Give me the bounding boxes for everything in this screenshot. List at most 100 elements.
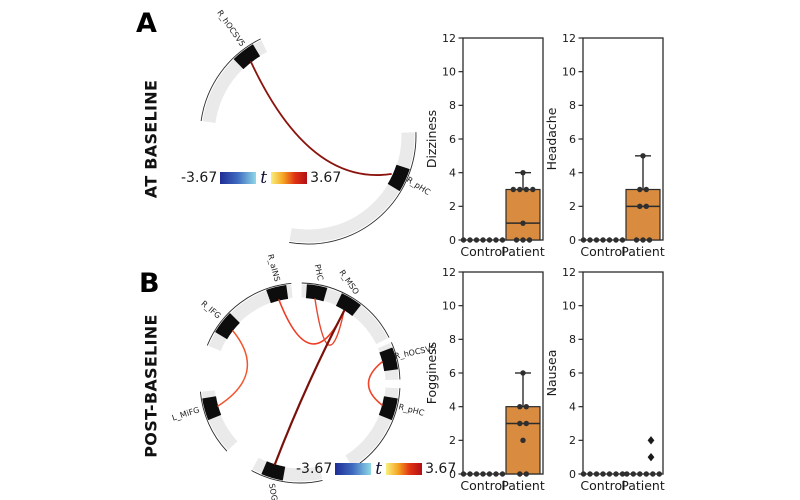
region-node [233,44,261,70]
data-point [473,237,480,243]
y-tick-label: 8 [569,99,576,112]
region-label: L_MiFG [171,405,201,422]
colorbar-positive-gradient [271,172,308,184]
data-point [640,153,646,159]
y-tick-label: 2 [449,434,456,447]
ring-outline [206,282,292,346]
data-point [606,471,613,477]
colorbar-negative-gradient [220,172,257,184]
region-node [378,396,398,421]
chart-headache: 0 2 4 6 8 10 12 Headache Control Patient [543,28,683,272]
y-tick-label: 4 [449,400,456,413]
chart-nausea: 0 2 4 6 8 10 12 Nausea Control Patient [543,262,683,500]
patient-bar [625,188,661,241]
colorbar-min-label: -3.67 [296,461,333,477]
data-point [600,237,606,243]
y-tick-label: 4 [569,400,576,413]
data-point [526,237,533,243]
region-node [266,284,289,304]
data-point [530,186,536,193]
data-point [517,186,523,193]
data-point [517,471,523,477]
data-point [486,471,493,477]
y-tick-label: 6 [569,367,576,380]
data-point [520,237,526,243]
region-node [215,312,240,340]
data-point [467,237,473,243]
x-category-label: Patient [501,478,545,493]
data-point [520,220,526,226]
y-axis-label: Headache [544,107,559,170]
y-tick-label: 6 [449,133,456,146]
data-point [650,471,656,477]
data-point [460,471,467,477]
data-point [637,203,643,210]
colorbar-negative-gradient [335,463,372,475]
data-point [587,471,593,477]
y-tick-label: 2 [449,200,456,213]
ring-band [201,390,238,451]
colorbar-max-label: 3.67 [310,170,342,186]
panel-b-letter: B [139,268,160,299]
region-label: R_IFG [199,299,222,320]
y-axis-label: Nausea [544,350,559,397]
y-tick-label: 12 [442,32,456,45]
data-point [520,370,526,376]
data-point [656,471,662,477]
y-tick-label: 0 [569,234,576,247]
y-tick-label: 8 [569,333,576,346]
data-point [643,471,649,477]
region-label: R_aINS [266,253,282,282]
data-point [523,471,529,477]
data-point [624,471,630,477]
data-point [637,186,643,193]
x-category-label: Patient [501,244,545,259]
data-point [473,471,480,477]
region-label: PHC [313,263,325,281]
y-tick-label: 0 [569,468,576,481]
ring-outline [251,470,323,484]
data-point [467,471,473,477]
ring-outline [301,282,390,338]
data-point [517,403,523,410]
data-point [619,471,626,477]
connection-edge [278,299,345,345]
data-point [523,403,529,410]
y-axis-label: Fogginess [424,342,439,404]
data-point [613,237,619,243]
chart-dizziness: 0 2 4 6 8 10 12 Dizziness Control Patient [423,28,563,272]
y-tick-label: 12 [562,32,576,45]
data-point [580,471,587,477]
data-point [613,471,619,477]
y-tick-label: 0 [449,468,456,481]
outlier-diamond [647,452,655,462]
region-label: R_pHC [397,402,425,418]
data-point [499,237,506,243]
data-point [480,237,486,243]
data-point [513,237,520,243]
region-node [305,284,328,302]
data-point [630,471,636,477]
connection-edge [250,61,392,176]
connection-edge [217,330,249,407]
x-category-label: Control [580,244,625,259]
y-tick-label: 10 [562,299,576,312]
data-point [493,471,499,477]
ring-outline [200,38,261,122]
data-point [643,203,649,210]
colorbar-stat-symbol: t [260,168,268,188]
y-axis-label: Dizziness [424,110,439,168]
colorbar-b: -3.67 t 3.67 [296,459,456,479]
data-point [640,237,646,243]
data-point [520,437,526,444]
data-point [486,237,493,243]
y-tick-label: 0 [449,234,456,247]
y-tick-label: 12 [442,266,456,279]
region-node [387,164,410,192]
